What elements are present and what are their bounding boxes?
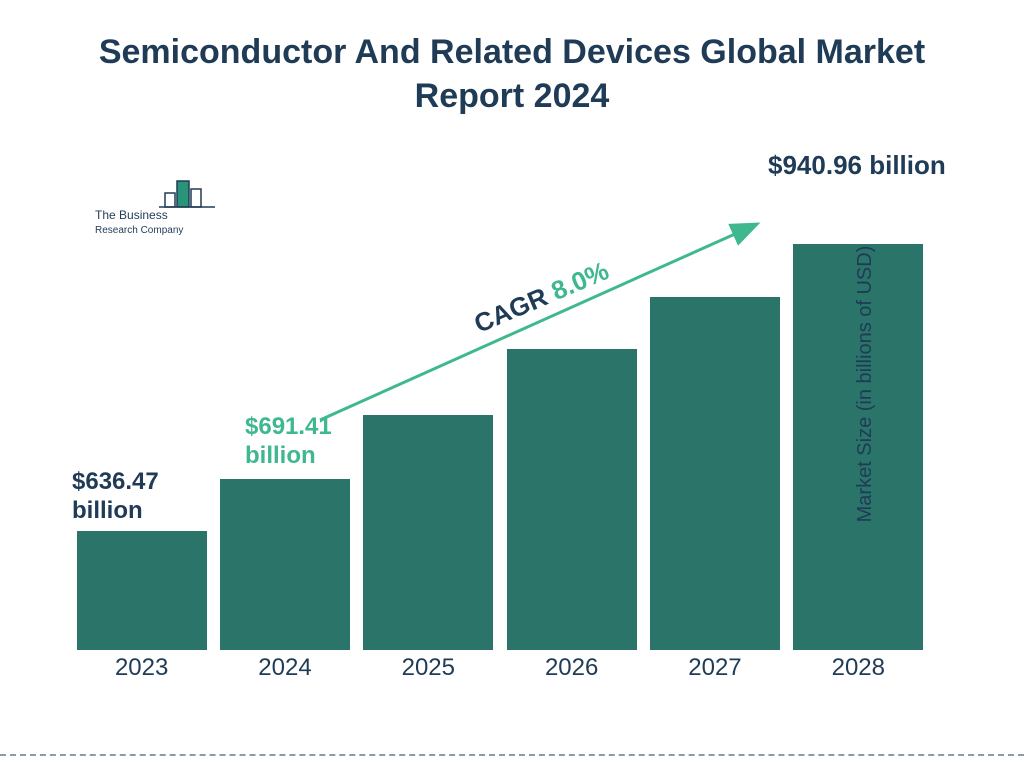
y-axis-label: Market Size (in billions of USD) [854, 246, 877, 523]
bar-wrap [650, 297, 780, 650]
bar-wrap [363, 415, 493, 650]
bar-wrap [77, 531, 207, 650]
x-label: 2028 [793, 654, 923, 690]
x-label: 2024 [220, 654, 350, 690]
bar-chart: 2023 2024 2025 2026 2027 2028 [70, 170, 930, 690]
x-axis-labels: 2023 2024 2025 2026 2027 2028 [70, 654, 930, 690]
bars-container [70, 170, 930, 650]
bar [507, 349, 637, 650]
bar [363, 415, 493, 650]
x-label: 2023 [77, 654, 207, 690]
x-label: 2025 [363, 654, 493, 690]
bar [220, 479, 350, 650]
x-label: 2026 [507, 654, 637, 690]
x-label: 2027 [650, 654, 780, 690]
value-label: $691.41billion [245, 413, 332, 471]
value-label: $940.96 billion [768, 150, 946, 181]
bar-wrap [507, 349, 637, 650]
value-label: $636.47billion [72, 468, 159, 526]
bar-wrap [220, 479, 350, 650]
chart-title: Semiconductor And Related Devices Global… [0, 30, 1024, 118]
bar [77, 531, 207, 650]
bottom-divider [0, 754, 1024, 756]
bar [650, 297, 780, 650]
chart-title-text: Semiconductor And Related Devices Global… [99, 33, 925, 115]
